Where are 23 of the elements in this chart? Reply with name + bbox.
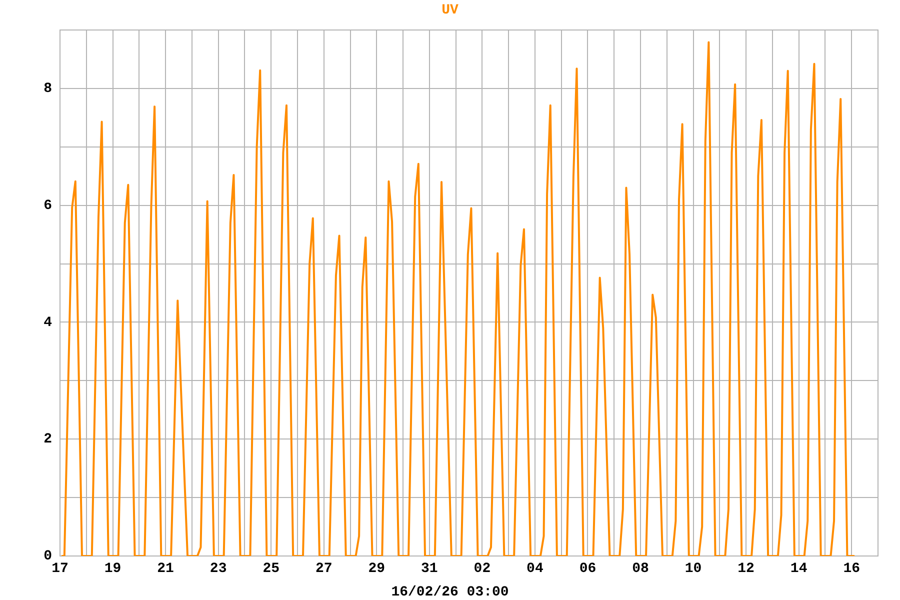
x-tick-label: 17 [52,560,68,577]
x-tick-label: 14 [790,560,808,577]
y-tick-label: 8 [44,80,52,97]
x-tick-label: 04 [526,560,544,577]
x-tick-label: 16 [843,560,860,577]
x-axis-title: 16/02/26 03:00 [391,584,509,600]
x-tick-label: 19 [104,560,122,577]
x-tick-label: 31 [421,560,438,577]
y-tick-label: 2 [44,432,52,448]
y-tick-label: 4 [44,314,52,331]
y-tick-label: 6 [44,198,52,214]
x-tick-label: 02 [474,560,491,577]
x-tick-label: 27 [315,560,332,577]
x-tick-label: 21 [157,560,174,577]
chart-title: UV [442,2,459,19]
x-tick-label: 25 [262,560,280,577]
x-tick-label: 12 [738,560,754,577]
x-tick-label: 29 [368,560,386,577]
x-tick-label: 23 [210,560,227,577]
x-tick-label: 06 [579,560,596,577]
y-tick-label: 0 [44,548,52,565]
x-tick-label: 10 [684,560,702,577]
x-tick-label: 08 [632,560,649,577]
